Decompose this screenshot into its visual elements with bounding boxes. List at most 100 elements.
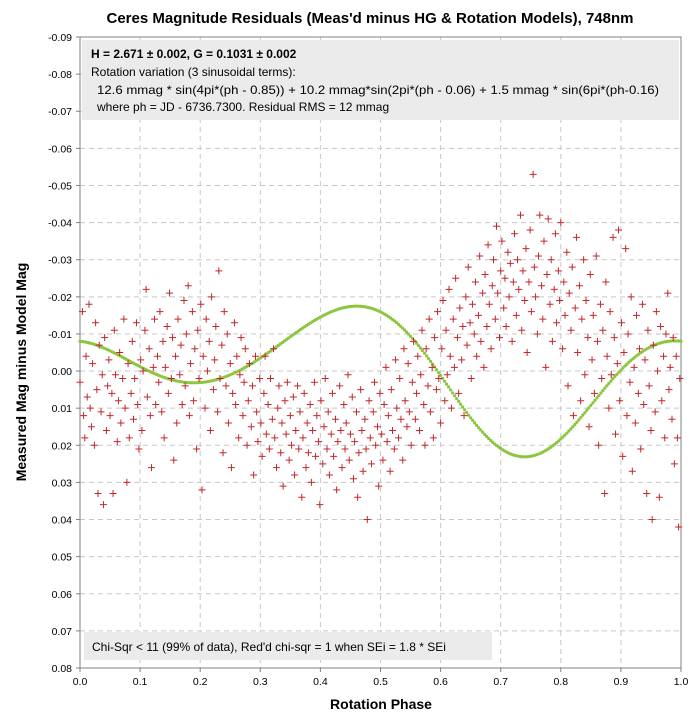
data-point	[631, 419, 639, 427]
data-point	[532, 293, 540, 301]
data-point	[613, 360, 621, 368]
model-point	[607, 381, 611, 385]
data-point	[223, 330, 231, 338]
data-point	[152, 400, 160, 408]
data-point	[230, 319, 238, 327]
data-point	[453, 334, 461, 342]
data-point	[386, 467, 394, 475]
data-point	[550, 285, 558, 293]
data-point	[586, 271, 594, 279]
data-point	[117, 419, 125, 427]
data-point	[577, 397, 585, 405]
data-point	[474, 311, 482, 319]
model-point	[463, 408, 467, 412]
model-point	[581, 413, 585, 417]
data-point	[313, 412, 321, 420]
data-point	[173, 419, 181, 427]
data-point	[669, 334, 677, 342]
model-point	[451, 391, 455, 395]
x-tick-label: 1.0	[674, 676, 689, 688]
data-point	[623, 412, 631, 420]
y-tick-label: -0.06	[48, 143, 72, 155]
data-point	[271, 434, 279, 442]
y-tick-label: 0.06	[52, 589, 73, 601]
data-point	[476, 252, 484, 260]
data-point	[407, 441, 415, 449]
data-point	[569, 412, 577, 420]
data-point	[359, 467, 367, 475]
data-point	[188, 308, 196, 316]
model-point	[471, 418, 475, 422]
data-point	[132, 319, 140, 327]
x-tick-label: 0.4	[313, 676, 328, 688]
data-point	[76, 378, 84, 386]
data-point	[317, 397, 325, 405]
data-point	[81, 434, 89, 442]
data-point	[340, 400, 348, 408]
data-point	[289, 393, 297, 401]
data-point	[218, 341, 226, 349]
data-point	[82, 352, 90, 360]
data-point	[602, 278, 610, 286]
model-point	[679, 339, 683, 343]
data-point	[291, 471, 299, 479]
data-point	[334, 438, 342, 446]
chart-title: Ceres Magnitude Residuals (Meas'd minus …	[107, 10, 634, 27]
data-point	[397, 415, 405, 423]
data-point	[500, 304, 508, 312]
data-point	[119, 374, 127, 382]
data-point	[455, 389, 463, 397]
data-point	[511, 230, 519, 238]
data-point	[468, 300, 476, 308]
data-point	[420, 400, 428, 408]
data-point	[299, 434, 307, 442]
model-point	[457, 399, 461, 404]
model-point	[573, 422, 577, 427]
model-point	[400, 326, 405, 330]
data-point	[459, 323, 467, 331]
data-point	[450, 363, 458, 371]
data-point	[182, 330, 190, 338]
data-point	[80, 412, 88, 420]
y-tick-label: 0.01	[52, 403, 73, 415]
data-point	[458, 356, 466, 364]
data-point	[598, 374, 606, 382]
data-point	[300, 389, 308, 397]
data-point	[155, 378, 163, 386]
data-point	[487, 345, 495, 353]
data-point	[341, 445, 349, 453]
data-point	[554, 267, 562, 275]
data-point	[575, 282, 583, 290]
data-point	[609, 233, 617, 241]
model-point	[406, 332, 411, 336]
data-point	[413, 389, 421, 397]
data-point	[564, 382, 572, 390]
data-points	[76, 170, 684, 531]
data-point	[480, 363, 488, 371]
data-point	[205, 337, 213, 345]
data-point	[256, 374, 264, 382]
model-point	[416, 344, 421, 348]
data-point	[222, 382, 230, 390]
data-point	[655, 493, 663, 501]
data-point	[324, 408, 332, 416]
model-point	[467, 413, 471, 417]
data-point	[141, 326, 149, 334]
data-point	[174, 315, 182, 323]
data-point	[601, 490, 609, 498]
data-point	[134, 400, 142, 408]
data-point	[401, 397, 409, 405]
data-point	[227, 464, 235, 472]
data-point	[509, 278, 517, 286]
data-point	[232, 400, 240, 408]
data-point	[373, 423, 381, 431]
data-point	[354, 493, 362, 501]
data-point	[158, 408, 166, 416]
data-point	[214, 408, 222, 416]
data-point	[237, 334, 245, 342]
data-point	[361, 415, 369, 423]
y-tick-label: 0.08	[52, 663, 73, 675]
model-point	[575, 420, 579, 424]
data-point	[571, 304, 579, 312]
